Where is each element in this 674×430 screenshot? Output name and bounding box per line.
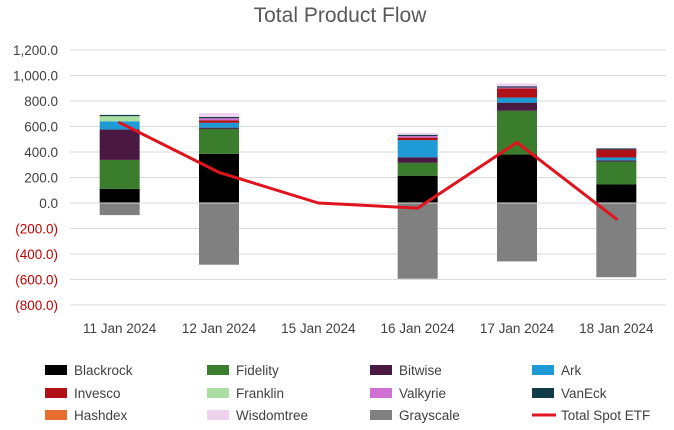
x-tick-label: 12 Jan 2024: [182, 321, 257, 336]
x-tick-label: 18 Jan 2024: [579, 321, 654, 336]
y-tick-label: 800.0: [24, 94, 58, 109]
bar-segment-grayscale-4: [497, 203, 537, 262]
y-axis-ticks: 1,200.0 1,000.0 800.0 600.0 400.0 200.0 0.0 (20…: [13, 43, 58, 313]
legend-label: Invesco: [74, 386, 121, 401]
bar-segment-blackrock-1: [199, 153, 239, 203]
legend: Blackrock Fidelity Bitwise Ark Invesco Frankl…: [45, 363, 650, 423]
legend-swatch: [370, 388, 392, 398]
bar-segment-ark-3: [397, 140, 438, 158]
y-tick-label: 1,200.0: [13, 43, 58, 58]
bar-segment-bitwise-4: [497, 102, 537, 111]
legend-swatch: [532, 365, 554, 375]
legend-label: VanEck: [561, 386, 607, 401]
bar-segment-vaneck-1: [199, 116, 239, 119]
legend-label: Fidelity: [236, 363, 279, 378]
bar-segment-invesco-4: [497, 88, 537, 98]
legend-swatch: [370, 410, 392, 420]
bar-segment-invesco-3: [397, 137, 438, 141]
bar-segment-invesco-5: [596, 149, 637, 158]
bar-segment-vaneck-3: [397, 134, 438, 137]
legend-label: Blackrock: [74, 363, 133, 378]
bar-segment-blackrock-5: [596, 184, 637, 203]
bar-segment-wisdomtree-1: [199, 113, 239, 117]
total-spot-etf-line: [118, 121, 618, 221]
y-tick-label: 600.0: [24, 120, 58, 135]
total-spot-etf-line-group: [118, 121, 618, 221]
y-tick-label: 0.0: [39, 196, 58, 211]
legend-label: Total Spot ETF: [561, 408, 650, 423]
y-tick-label: (200.0): [15, 222, 58, 237]
bar-segment-fidelity-3: [397, 162, 438, 176]
y-tick-label: 200.0: [24, 171, 58, 186]
bar-segment-fidelity-1: [199, 128, 239, 154]
bar-segment-vaneck-0: [99, 114, 140, 117]
x-tick-label: 11 Jan 2024: [83, 321, 157, 336]
bar-segment-valkyrie-4: [497, 87, 537, 89]
bar-segment-fidelity-4: [497, 110, 537, 155]
legend-swatch: [207, 365, 229, 375]
legend-label: Valkyrie: [399, 386, 446, 401]
bar-segment-vaneck-5: [596, 148, 637, 150]
legend-label: Bitwise: [399, 363, 442, 378]
bar-segment-ark-5: [596, 157, 637, 161]
y-tick-label: 400.0: [24, 145, 58, 160]
bar-segment-bitwise-1: [199, 127, 239, 129]
legend-swatch: [370, 365, 392, 375]
bar-segment-ark-0: [99, 121, 140, 130]
bar-segment-invesco-1: [199, 120, 239, 123]
y-tick-label: 1,000.0: [13, 69, 58, 84]
bar-segment-wisdomtree-5: [596, 147, 637, 149]
bar-segment-grayscale-3: [397, 203, 438, 279]
legend-label: Grayscale: [399, 408, 460, 423]
legend-label: Ark: [561, 363, 582, 378]
legend-swatch: [532, 388, 554, 398]
x-tick-label: 17 Jan 2024: [480, 321, 555, 336]
bar-segment-blackrock-4: [497, 154, 537, 203]
legend-label: Hashdex: [74, 408, 128, 423]
bar-segment-franklin-0: [99, 116, 140, 122]
grid-lines: [70, 49, 666, 306]
legend-swatch: [207, 388, 229, 398]
bar-segment-wisdomtree-4: [497, 83, 537, 87]
legend-swatch: [45, 388, 67, 398]
bar-segment-grayscale-0: [99, 203, 140, 216]
bar-segment-valkyrie-3: [397, 136, 438, 138]
bar-segment-bitwise-0: [99, 129, 140, 160]
legend-label: Wisdomtree: [236, 408, 308, 423]
y-tick-label: (600.0): [15, 273, 58, 288]
x-axis-ticks: 11 Jan 2024 12 Jan 2024 15 Jan 2024 16 Jan …: [83, 321, 654, 336]
bar-segment-valkyrie-1: [199, 118, 239, 121]
legend-swatch: [45, 410, 67, 420]
bar-segment-ark-4: [497, 97, 537, 103]
bar-segment-fidelity-5: [596, 161, 637, 185]
y-tick-label: (400.0): [15, 247, 58, 262]
chart-title: Total Product Flow: [254, 4, 428, 27]
x-tick-label: 16 Jan 2024: [381, 321, 456, 336]
bar-stacks: [99, 83, 637, 279]
bar-segment-bitwise-3: [397, 157, 438, 163]
bar-segment-vaneck-4: [497, 86, 537, 88]
bar-segment-ark-1: [199, 122, 239, 128]
x-tick-label: 15 Jan 2024: [281, 321, 356, 336]
legend-swatch: [45, 365, 67, 375]
legend-label: Franklin: [236, 386, 284, 401]
bar-segment-grayscale-1: [199, 203, 239, 265]
bar-segment-bitwise-5: [596, 160, 637, 162]
y-tick-label: (800.0): [15, 298, 58, 313]
bar-segment-grayscale-5: [596, 203, 637, 278]
legend-swatch: [207, 410, 229, 420]
bar-segment-wisdomtree-3: [397, 132, 438, 135]
bar-segment-blackrock-0: [99, 188, 140, 203]
bar-segment-fidelity-0: [99, 159, 140, 189]
